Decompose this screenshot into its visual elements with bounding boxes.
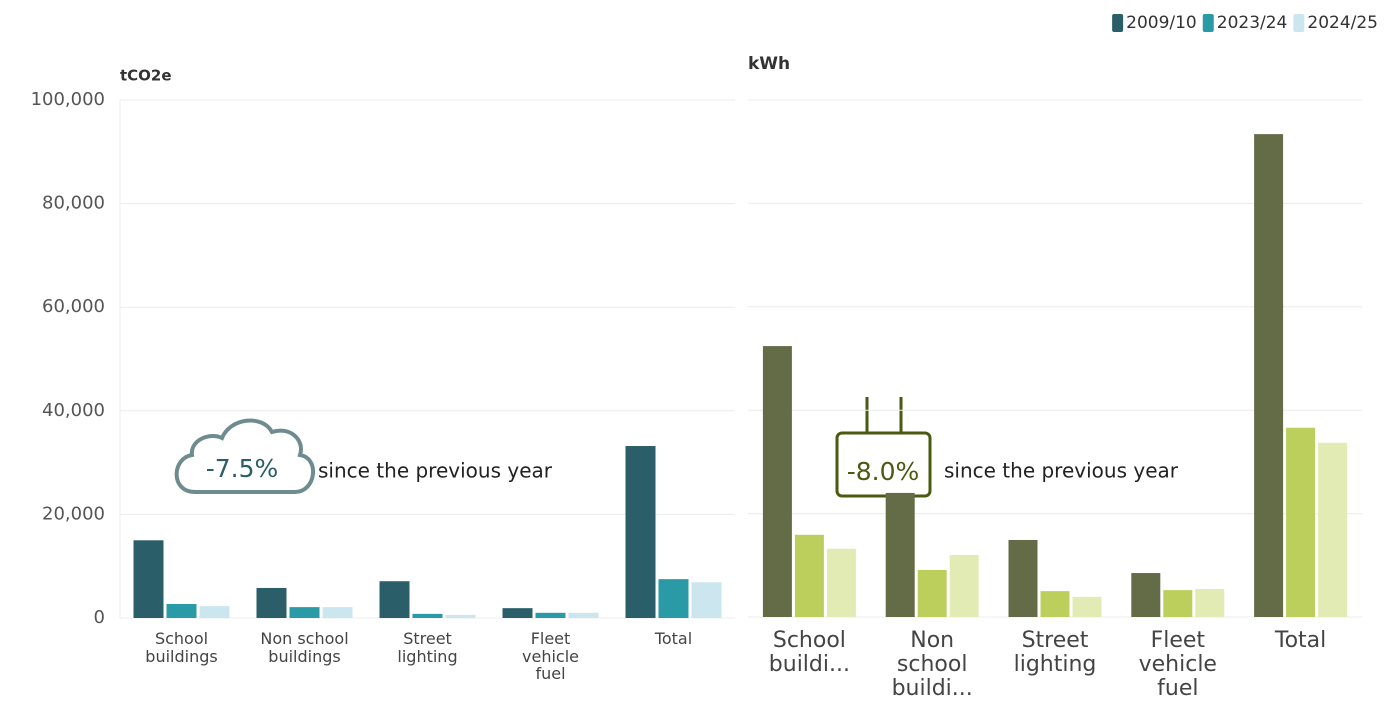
legend-label: 2009/10 — [1126, 13, 1197, 33]
cloud-icon — [174, 418, 316, 494]
bar — [1040, 591, 1070, 617]
bar — [1195, 589, 1225, 617]
bar — [133, 540, 164, 618]
bar — [289, 607, 320, 618]
legend-swatch — [1112, 14, 1124, 32]
x-tick-label: Street lighting — [1013, 628, 1097, 678]
bar — [762, 346, 792, 617]
legend-label: 2024/25 — [1307, 13, 1378, 33]
bar — [322, 607, 353, 618]
bar — [691, 582, 722, 618]
y-tick-label: 40,000 — [42, 400, 105, 421]
bar — [256, 587, 287, 618]
bar — [1131, 573, 1161, 617]
x-tick-label: Non school buildi... — [891, 628, 973, 702]
bar — [199, 606, 230, 618]
bar — [379, 581, 410, 618]
bar — [917, 569, 947, 617]
annotation-value: -8.0% — [847, 457, 920, 486]
y-axis-title: kWh — [748, 54, 790, 74]
bar — [1254, 134, 1284, 617]
x-tick-label: Total — [654, 629, 693, 648]
annotation-text: since the previous year — [318, 459, 553, 483]
bar — [949, 554, 979, 617]
annotation-text: since the previous year — [944, 459, 1179, 483]
bar — [1072, 596, 1102, 617]
bar — [412, 613, 443, 618]
bar — [625, 446, 656, 618]
plug-box — [835, 431, 932, 498]
bar — [826, 548, 856, 617]
y-tick-label: 0 — [94, 607, 105, 628]
legend-swatch — [1202, 14, 1214, 32]
x-tick-label: Non school buildings — [260, 629, 349, 666]
annotation-value: -7.5% — [206, 454, 279, 483]
bar — [502, 608, 533, 618]
bar — [1318, 442, 1348, 617]
y-tick-label: 60,000 — [42, 296, 105, 317]
bar — [885, 492, 915, 617]
x-tick-label: Fleet vehicle fuel — [1138, 628, 1217, 702]
y-tick-label: 20,000 — [42, 503, 105, 524]
bar — [658, 579, 689, 618]
bar — [1286, 427, 1316, 617]
bar — [445, 614, 476, 618]
bar — [1163, 590, 1193, 617]
y-axis-title: tCO2e — [120, 67, 172, 85]
bar — [535, 612, 566, 618]
x-tick-label: School buildings — [145, 629, 218, 666]
legend-label: 2023/24 — [1217, 13, 1288, 33]
y-tick-label: 80,000 — [42, 193, 105, 214]
legend-swatch — [1293, 14, 1305, 32]
x-tick-label: Total — [1274, 628, 1327, 653]
x-tick-label: School buildi... — [768, 628, 850, 678]
y-tick-label: 100,000 — [31, 89, 105, 110]
x-tick-label: Fleet vehicle fuel — [522, 629, 579, 684]
x-tick-label: Street lighting — [397, 629, 458, 666]
bar — [166, 604, 197, 618]
bar — [794, 534, 824, 617]
bar — [1008, 539, 1038, 617]
bar — [568, 612, 599, 618]
